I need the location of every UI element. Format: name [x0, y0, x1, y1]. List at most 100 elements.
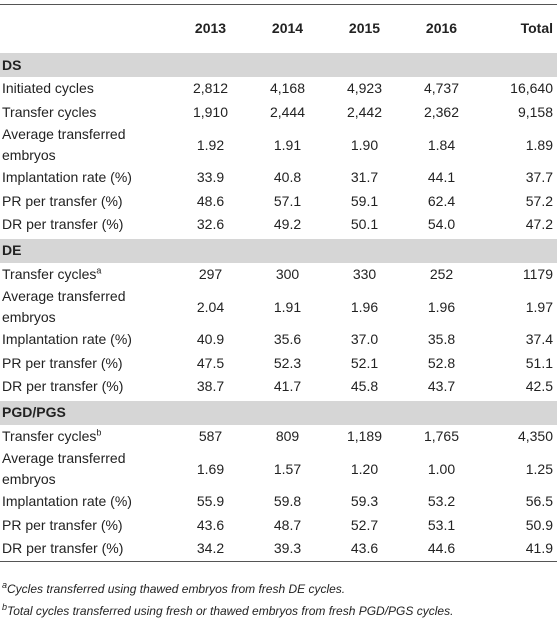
- row-label-text: Transfer cycles: [2, 265, 97, 282]
- data-row: Implantation rate (%) 40.9 35.6 37.0 35.8 37.…: [0, 328, 557, 352]
- footnote-marker: a: [96, 265, 102, 276]
- cell-value: 55.9: [196, 493, 225, 510]
- data-row: Average transferred embryos 1.69 1.57 1.20 1…: [0, 448, 557, 490]
- data-row: PR per transfer (%) 47.5 52.3 52.1 52.8 51.1: [0, 352, 557, 376]
- cell-value: 1.69: [196, 460, 225, 477]
- cell-value: 45.8: [350, 378, 379, 395]
- cell-value: 53.1: [427, 516, 456, 533]
- row-label-text: Transfer cycles: [2, 427, 97, 444]
- cell-value: 1.96: [350, 298, 379, 315]
- row-label: Average transferred embryos: [0, 124, 172, 166]
- cell-value: 37.0: [350, 331, 379, 348]
- row-label: DR per transfer (%): [0, 537, 172, 562]
- cell-value: 43.6: [196, 516, 225, 533]
- footnote: aCycles transferred using thawed embryos…: [2, 578, 557, 600]
- data-row: Transfer cyclesb 587 809 1,189 1,765 4,350: [0, 425, 557, 449]
- cell-value: 1.89: [525, 136, 553, 153]
- row-label-text: PR per transfer (%): [2, 192, 123, 209]
- row-label: DR per transfer (%): [0, 375, 172, 400]
- row-label-text: DR per transfer (%): [2, 216, 124, 233]
- cell-value: 2,812: [192, 80, 229, 97]
- row-label: Transfer cyclesa: [0, 263, 172, 287]
- row-label-text: Implantation rate (%): [2, 331, 132, 348]
- footnote-text: Total cycles transferred using fresh or …: [7, 603, 454, 618]
- cell-value: 57.1: [273, 192, 302, 209]
- cell-value: 47.2: [525, 216, 553, 233]
- data-row: Implantation rate (%) 55.9 59.8 59.3 53.2 56.…: [0, 490, 557, 514]
- cell-value: 34.2: [172, 537, 249, 562]
- cell-value: 32.6: [196, 216, 225, 233]
- cell-value: 2,362: [423, 103, 460, 120]
- cell-value: 59.8: [273, 493, 302, 510]
- row-label: Implantation rate (%): [0, 328, 172, 352]
- cell-value: 59.3: [350, 493, 379, 510]
- cell-value: 2.04: [196, 298, 225, 315]
- cell-value: 1,910: [192, 103, 229, 120]
- cell-value: 1.96: [427, 298, 456, 315]
- row-label: PR per transfer (%): [0, 514, 172, 538]
- row-label-text: Average transferred embryos: [2, 126, 126, 163]
- cell-value: 47.5: [196, 354, 225, 371]
- cell-value: 52.1: [350, 354, 379, 371]
- row-label-text: Implantation rate (%): [2, 169, 132, 186]
- cell-value: 44.1: [427, 169, 456, 186]
- cell-value: 62.4: [427, 192, 456, 209]
- row-label-text: DR per transfer (%): [2, 540, 124, 557]
- row-label-text: Initiated cycles: [2, 80, 94, 97]
- cell-value: 54.0: [427, 216, 456, 233]
- cell-value: 50.9: [525, 516, 553, 533]
- data-row: Average transferred embryos 2.04 1.91 1.96 1…: [0, 286, 557, 328]
- cell-value: 1.84: [427, 136, 456, 153]
- cell-value: 35.6: [273, 331, 302, 348]
- cell-value: 300: [275, 265, 300, 282]
- cell-value: 39.3: [249, 537, 326, 562]
- cell-value: 40.9: [196, 331, 225, 348]
- cell-value: 1.90: [350, 136, 379, 153]
- data-row: Initiated cycles 2,812 4,168 4,923 4,737 16,6…: [0, 77, 557, 101]
- cell-value: 31.7: [350, 169, 379, 186]
- row-label: PR per transfer (%): [0, 190, 172, 214]
- cell-value: 41.9: [480, 537, 557, 562]
- footnote-marker: b: [2, 601, 8, 612]
- footnotes: aCycles transferred using thawed embryos…: [2, 578, 557, 622]
- column-header: 2015: [348, 20, 381, 36]
- cell-value: 57.2: [525, 192, 553, 209]
- cell-value: 37.4: [525, 331, 553, 348]
- row-label-text: Transfer cycles: [2, 103, 97, 120]
- row-label-text: PR per transfer (%): [2, 354, 123, 371]
- section-row: DE: [0, 236, 557, 263]
- cell-value: 53.2: [427, 493, 456, 510]
- cell-value: 1,765: [423, 427, 460, 444]
- section-row: DS: [0, 51, 557, 77]
- row-label: Transfer cyclesb: [0, 425, 172, 449]
- cell-value: 43.7: [427, 378, 456, 395]
- column-header: 2016: [425, 20, 458, 36]
- data-row: Implantation rate (%) 33.9 40.8 31.7 44.1 37.…: [0, 166, 557, 190]
- footnote-text: Cycles transferred using thawed embryos …: [7, 581, 346, 596]
- cell-value: 1.91: [273, 298, 302, 315]
- row-label-text: Average transferred embryos: [2, 450, 126, 487]
- row-label: Average transferred embryos: [0, 448, 172, 490]
- cell-value: 44.6: [403, 537, 480, 562]
- cell-value: 56.5: [525, 493, 553, 510]
- data-table: 2013 2014 2015 2016 Total DS Initiated cycles…: [0, 4, 557, 562]
- cell-value: 9,158: [517, 103, 553, 120]
- header-blank: [0, 5, 172, 53]
- cell-value: 330: [352, 265, 377, 282]
- cell-value: 1.20: [350, 460, 379, 477]
- cell-value: 2,442: [346, 103, 383, 120]
- cell-value: 52.7: [350, 516, 379, 533]
- cell-value: 40.8: [273, 169, 302, 186]
- cell-value: 43.6: [326, 537, 403, 562]
- cell-value: 1.57: [273, 460, 302, 477]
- data-row: DR per transfer (%) 38.7 41.7 45.8 43.7 42.5: [0, 375, 557, 400]
- cell-value: 49.2: [273, 216, 302, 233]
- cell-value: 4,350: [517, 427, 553, 444]
- row-label: Transfer cycles: [0, 101, 172, 125]
- cell-value: 59.1: [350, 192, 379, 209]
- cell-value: 4,923: [346, 80, 383, 97]
- cell-value: 48.6: [196, 192, 225, 209]
- section-title: DE: [0, 236, 557, 263]
